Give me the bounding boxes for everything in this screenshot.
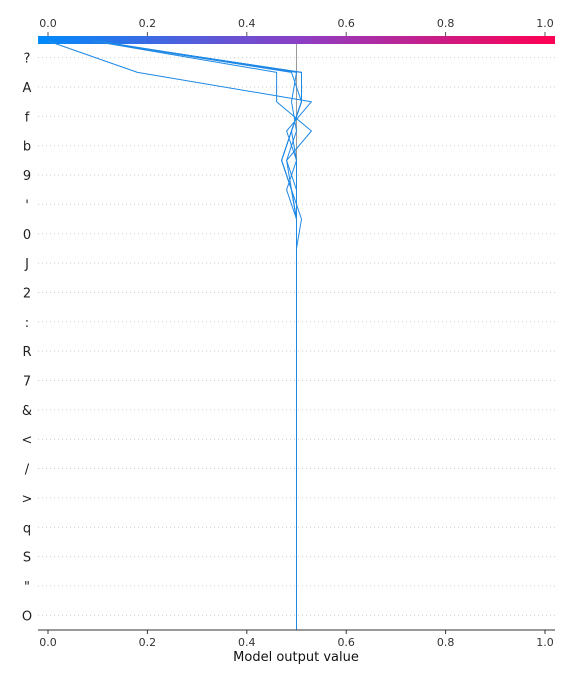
feature-label: 9 [23, 169, 31, 184]
feature-label: ? [24, 52, 31, 67]
feature-label: S [23, 551, 31, 566]
top-tick-label: 0.4 [238, 17, 256, 30]
decision-line [92, 40, 312, 630]
x-tick-label: 1.0 [536, 636, 554, 649]
feature-label: b [23, 140, 31, 155]
feature-label: q [23, 521, 31, 536]
decision-line [92, 40, 302, 630]
feature-label: & [22, 404, 32, 419]
feature-labels: O " Sq > / < & 7 R: 2 J 0 ' 9 bfA? [22, 52, 33, 625]
feature-label: > [22, 492, 33, 507]
x-tick-label: 0.6 [337, 636, 355, 649]
feature-label: < [22, 433, 33, 448]
top-tick-label: 0.6 [337, 17, 355, 30]
x-axis-title: Model output value [233, 650, 359, 665]
feature-label: O [22, 609, 32, 624]
decision-line [97, 40, 302, 630]
feature-label: 0 [23, 228, 31, 243]
feature-label: R [22, 345, 31, 360]
decision-line [92, 40, 302, 630]
feature-label: 7 [23, 375, 31, 390]
feature-label: f [25, 110, 30, 125]
decision-line [92, 40, 302, 630]
feature-label: 2 [23, 286, 31, 301]
top-tick-label: 0.0 [39, 17, 57, 30]
top-axis-ticks: 0.0 0.2 0.4 0.6 0.8 1.0 [39, 17, 554, 36]
top-tick-label: 0.2 [139, 17, 157, 30]
feature-label: J [24, 257, 29, 272]
feature-label: A [23, 81, 32, 96]
top-tick-label: 0.8 [437, 17, 455, 30]
feature-label: ' [25, 198, 29, 213]
decision-line [92, 40, 302, 630]
x-tick-label: 0.2 [139, 636, 157, 649]
x-tick-label: 0.8 [437, 636, 455, 649]
colorbar [38, 36, 555, 44]
feature-label: " [24, 580, 30, 595]
feature-label: / [25, 463, 30, 478]
decision-lines [47, 40, 312, 630]
top-tick-label: 1.0 [536, 17, 554, 30]
x-tick-label: 0.0 [39, 636, 57, 649]
x-tick-label: 0.4 [238, 636, 256, 649]
decision-line [47, 40, 312, 630]
x-axis: 0.0 0.2 0.4 0.6 0.8 1.0 [38, 629, 555, 649]
feature-label: : [25, 316, 29, 331]
